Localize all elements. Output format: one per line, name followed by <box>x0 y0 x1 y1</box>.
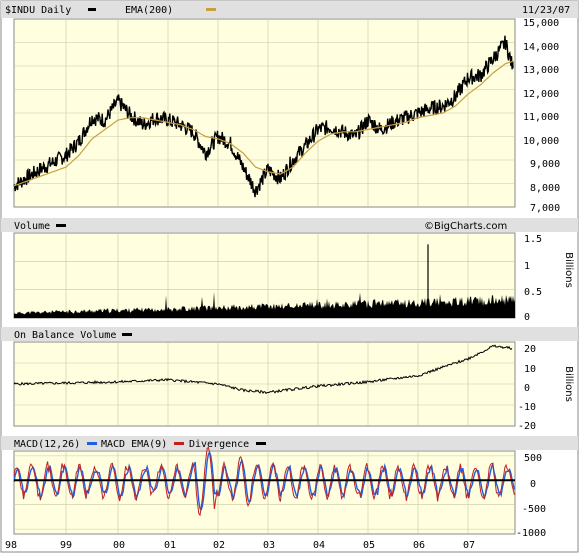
macd-divergence-line <box>13 446 515 517</box>
volume-plot-area <box>13 232 516 319</box>
volume-tick-1.5: 1.5 <box>524 234 542 245</box>
obv-tick-neg10: -10 <box>518 402 536 413</box>
obv-legend-bar <box>1 327 578 341</box>
x-label-03: 03 <box>263 540 275 551</box>
price-tick-11000: 11,000 <box>523 112 559 123</box>
volume-unit-label: Billions <box>563 252 574 288</box>
price-legend-bar <box>1 1 578 18</box>
chart-date: 11/23/07 <box>522 5 570 16</box>
volume-legend-bar <box>1 218 578 232</box>
price-y-axis: 15,000 14,000 13,000 12,000 11,000 10,00… <box>523 18 560 214</box>
legend-indu-swatch <box>88 8 96 11</box>
x-axis: 98 99 00 01 02 03 04 05 06 07 <box>5 540 475 551</box>
price-gridlines <box>14 19 515 207</box>
price-tick-14000: 14,000 <box>523 42 559 53</box>
legend-ema-label: EMA(200) <box>125 5 173 16</box>
price-tick-10000: 10,000 <box>523 136 559 147</box>
price-tick-13000: 13,000 <box>523 65 559 76</box>
price-panel: $INDU Daily EMA(200) 11/23/07 15,000 14,… <box>1 1 578 214</box>
volume-tick-0: 0 <box>524 312 530 323</box>
macd-tick-neg500: -500 <box>522 504 546 515</box>
macd-tick-neg1000: -1000 <box>516 528 546 539</box>
obv-unit-label: Billions <box>563 366 574 402</box>
price-tick-7000: 7,000 <box>530 203 560 214</box>
x-label-05: 05 <box>363 540 375 551</box>
x-label-07: 07 <box>463 540 475 551</box>
price-tick-12000: 12,000 <box>523 89 559 100</box>
legend-obv-swatch <box>122 333 132 336</box>
macd-tick-500: 500 <box>524 453 542 464</box>
legend-divergence-line-swatch <box>256 442 266 445</box>
x-label-00: 00 <box>113 540 125 551</box>
x-label-06: 06 <box>413 540 425 551</box>
x-label-02: 02 <box>213 540 225 551</box>
volume-tick-0.5: 0.5 <box>524 287 542 298</box>
legend-macd-label: MACD(12,26) <box>14 439 80 450</box>
legend-ema-swatch <box>206 8 216 11</box>
x-label-98: 98 <box>5 540 17 551</box>
obv-line <box>13 344 513 395</box>
price-series-group <box>13 35 514 198</box>
macd-legend-bar <box>1 436 578 450</box>
obv-tick-10: 10 <box>524 364 536 375</box>
obv-panel: On Balance Volume 20 10 0 -10 -20 Billio… <box>1 327 578 432</box>
macd-series-group <box>13 446 516 517</box>
legend-volume-swatch <box>56 224 66 227</box>
x-label-01: 01 <box>164 540 176 551</box>
watermark: ©BigCharts.com <box>424 221 507 232</box>
volume-tick-1: 1 <box>524 261 530 272</box>
price-line-ema <box>13 60 514 187</box>
obv-tick-0: 0 <box>524 383 530 394</box>
obv-gridlines <box>14 342 515 426</box>
x-label-04: 04 <box>313 540 325 551</box>
obv-tick-20: 20 <box>524 344 536 355</box>
x-label-99: 99 <box>60 540 72 551</box>
volume-gridlines <box>14 233 515 318</box>
legend-indu-label: $INDU Daily <box>5 5 71 16</box>
macd-gridlines <box>14 451 515 534</box>
price-tick-15000: 15,000 <box>523 18 559 29</box>
legend-divergence-label: Divergence <box>189 439 249 450</box>
legend-macd-ema-swatch <box>87 442 97 445</box>
obv-tick-neg20: -20 <box>518 421 536 432</box>
volume-panel: Volume ©BigCharts.com 1.5 1 0.5 0 Billio… <box>1 218 578 323</box>
volume-area <box>14 291 515 318</box>
price-tick-9000: 9,000 <box>530 159 560 170</box>
price-tick-8000: 8,000 <box>530 183 560 194</box>
volume-bars <box>14 244 515 318</box>
legend-obv-label: On Balance Volume <box>14 330 116 341</box>
legend-volume-label: Volume <box>14 221 50 232</box>
macd-panel: MACD(12,26) MACD EMA(9) Divergence 500 0… <box>1 436 578 539</box>
macd-tick-0: 0 <box>530 479 536 490</box>
obv-series-group <box>13 344 513 395</box>
legend-divergence-swatch <box>174 442 184 445</box>
legend-macd-ema-label: MACD EMA(9) <box>101 439 167 450</box>
